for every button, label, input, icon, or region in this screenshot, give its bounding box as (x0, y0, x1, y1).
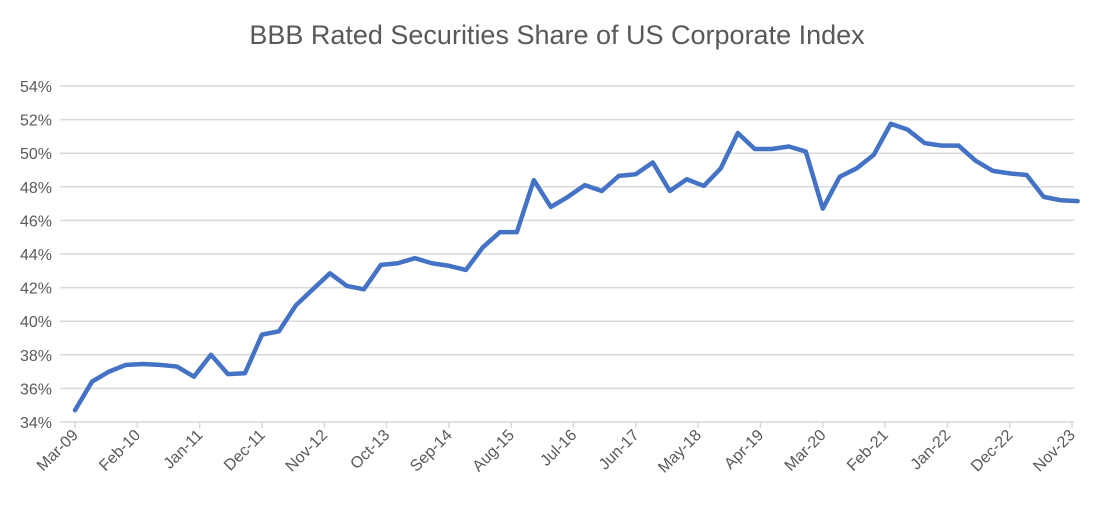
data-point (1008, 172, 1011, 175)
data-point (651, 161, 654, 164)
data-point (940, 144, 943, 147)
data-point (719, 167, 722, 170)
x-tick-label: Jan-11 (161, 427, 207, 473)
data-point (141, 363, 144, 366)
x-tick-label: Dec-11 (221, 427, 269, 475)
data-point (74, 409, 76, 412)
y-tick-label: 52% (20, 113, 52, 130)
chart-title: BBB Rated Securities Share of US Corpora… (249, 20, 865, 50)
data-point (1025, 174, 1028, 177)
data-point (175, 365, 178, 368)
data-point (787, 145, 790, 148)
data-point (906, 128, 909, 131)
data-point (974, 159, 977, 162)
y-tick-label: 48% (20, 180, 52, 197)
data-point (566, 195, 569, 198)
data-point (1076, 200, 1079, 203)
x-tick-label: Dec-22 (968, 427, 1017, 476)
data-point (498, 231, 501, 234)
data-point (209, 353, 212, 356)
data-point (396, 262, 399, 265)
data-point (600, 190, 603, 192)
x-tick-label: Jul-16 (537, 427, 580, 470)
data-point (413, 257, 416, 260)
x-tick-label: Mar-20 (782, 427, 830, 475)
data-point (515, 231, 518, 234)
data-point (634, 173, 637, 176)
data-point (107, 370, 110, 373)
data-point (481, 246, 484, 249)
data-point (804, 150, 807, 153)
x-tick-label: Aug-15 (470, 427, 519, 476)
data-point (583, 184, 586, 187)
data-point (1042, 195, 1045, 198)
data-point (821, 207, 824, 210)
y-tick-label: 42% (20, 281, 52, 298)
data-point (226, 373, 229, 376)
data-point (243, 372, 246, 375)
data-point (464, 268, 467, 271)
data-point (702, 184, 705, 187)
data-point (617, 174, 620, 177)
x-tick-label: Oct-13 (347, 427, 393, 473)
x-tick-label: Feb-21 (844, 427, 892, 475)
data-point (124, 363, 127, 366)
data-point (345, 284, 348, 287)
data-point (872, 153, 875, 156)
data-point (311, 288, 314, 291)
data-point (923, 142, 926, 145)
x-tick-label: Nov-23 (1030, 427, 1079, 476)
data-point (192, 375, 195, 378)
data-point (668, 190, 671, 192)
x-tick-label: Feb-10 (96, 427, 144, 475)
x-tick-label: Nov-12 (283, 427, 332, 476)
x-tick-label: Apr-19 (721, 427, 767, 473)
y-tick-label: 40% (20, 314, 52, 331)
data-point (158, 363, 161, 366)
y-tick-label: 54% (20, 79, 52, 96)
data-point (685, 178, 688, 181)
data-point (294, 304, 297, 307)
data-point (328, 272, 331, 275)
data-point (430, 262, 433, 265)
data-point (889, 122, 892, 125)
y-tick-label: 36% (20, 381, 52, 398)
data-point (447, 264, 450, 267)
y-tick-label: 50% (20, 146, 52, 163)
data-series-line (72, 121, 1080, 413)
data-point (770, 148, 773, 150)
data-point (277, 330, 280, 333)
data-point (736, 132, 739, 135)
data-point (1059, 199, 1062, 202)
data-point (260, 333, 263, 336)
data-point (549, 205, 552, 208)
data-point (532, 179, 535, 182)
x-tick-label: Jun-17 (596, 427, 643, 474)
data-point (90, 380, 93, 383)
data-point (991, 169, 994, 172)
x-tick-label: May-18 (655, 427, 705, 477)
data-point (855, 167, 858, 170)
y-tick-label: 44% (20, 247, 52, 264)
x-tick-label: Jan-22 (908, 427, 955, 474)
data-point (838, 175, 841, 178)
y-tick-label: 38% (20, 348, 52, 365)
data-point (753, 148, 756, 150)
y-tick-label: 34% (20, 415, 52, 432)
data-point (379, 263, 382, 266)
data-point (362, 288, 365, 291)
data-point (957, 144, 960, 147)
x-tick-label: Sep-14 (407, 427, 456, 476)
x-tick-label: Mar-09 (34, 427, 82, 475)
y-tick-label: 46% (20, 213, 52, 230)
